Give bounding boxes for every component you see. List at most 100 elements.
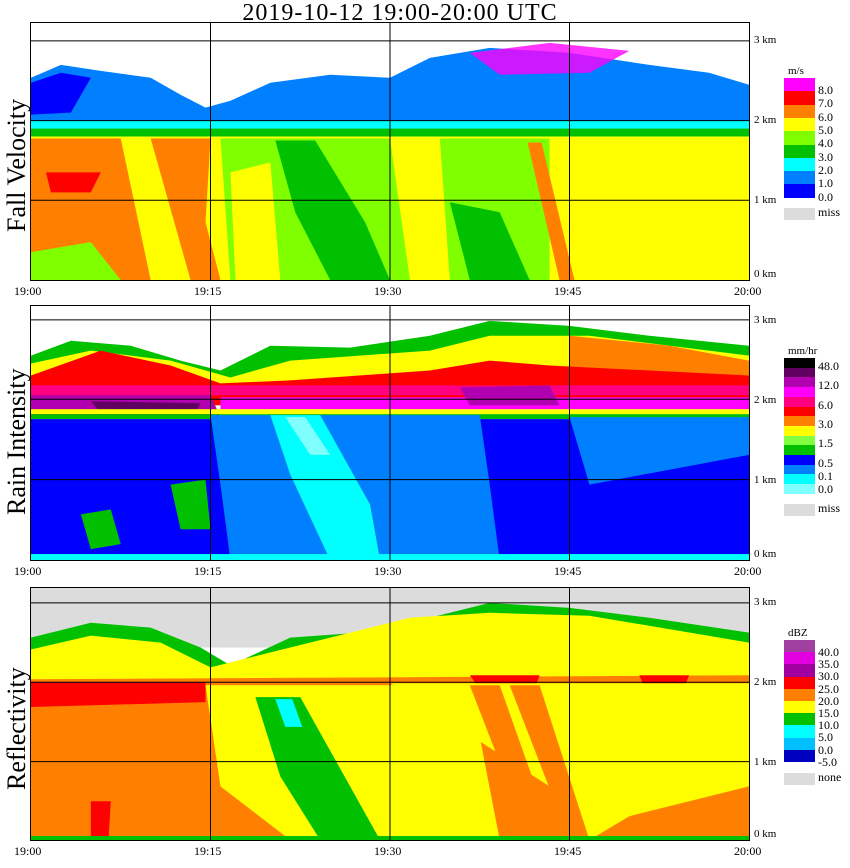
legend-swatch xyxy=(784,484,815,495)
y-tick-label: 0 km xyxy=(754,548,777,560)
legend-swatch xyxy=(784,78,815,92)
legend-label: 30.0 xyxy=(818,669,839,683)
fall-velocity-label: Fall Velocity xyxy=(2,98,31,232)
legend-missing-swatch xyxy=(784,773,815,785)
legend-swatch xyxy=(784,406,815,417)
x-tick-label: 19:30 xyxy=(374,284,402,298)
legend-swatch xyxy=(784,664,815,678)
y-tick-label: 1 km xyxy=(754,474,777,486)
legend-label: 5.0 xyxy=(818,730,833,744)
reflectivity-label: Reflectivity xyxy=(2,667,31,790)
x-tick-label: 19:00 xyxy=(14,564,42,578)
legend-swatch xyxy=(784,91,815,106)
legend-label: 1.5 xyxy=(818,436,833,450)
rain-intensity-label: Rain Intensity xyxy=(2,368,31,515)
reflectivity-field xyxy=(31,588,749,840)
x-tick-label: 19:15 xyxy=(194,564,222,578)
legend-label: 2.0 xyxy=(818,163,833,177)
legend-swatch xyxy=(784,652,815,665)
y-tick-label: 2 km xyxy=(754,394,777,406)
legend-swatch xyxy=(784,396,815,407)
legend-swatch xyxy=(784,737,815,751)
legend-swatch xyxy=(784,474,815,485)
fall-velocity-plot xyxy=(30,22,750,281)
x-tick-label: 19:45 xyxy=(554,564,582,578)
y-tick-label: 0 km xyxy=(754,828,777,840)
legend-swatch xyxy=(784,131,815,145)
rain-intensity-field xyxy=(31,306,749,560)
legend-swatch xyxy=(784,367,815,378)
x-tick-label: 19:45 xyxy=(554,284,582,298)
rain-intensity-plot xyxy=(30,305,750,561)
legend-label: 48.0 xyxy=(818,359,839,373)
legend-label: 5.0 xyxy=(818,123,833,137)
legend-label: 35.0 xyxy=(818,657,839,671)
legend-unit: m/s xyxy=(788,65,804,77)
legend-label: 0.0 xyxy=(818,743,833,757)
legend-label: 40.0 xyxy=(818,645,839,659)
x-tick-label: 19:15 xyxy=(194,284,222,298)
legend-swatch xyxy=(784,725,815,739)
y-tick-label: 1 km xyxy=(754,756,777,768)
y-tick-label: 2 km xyxy=(754,114,777,126)
legend-label: 1.0 xyxy=(818,176,833,190)
legend-unit: mm/hr xyxy=(788,345,818,357)
legend-swatch xyxy=(784,701,815,714)
fall-velocity-field xyxy=(31,23,749,280)
x-tick-label: 20:00 xyxy=(734,284,762,298)
x-tick-label: 19:30 xyxy=(374,844,402,858)
legend-label: 12.0 xyxy=(818,378,839,392)
reflectivity-plot xyxy=(30,587,750,841)
legend-label: 4.0 xyxy=(818,136,833,150)
legend-swatch xyxy=(784,416,815,427)
legend-swatch xyxy=(784,387,815,398)
y-tick-label: 3 km xyxy=(754,314,777,326)
legend-label: 0.1 xyxy=(818,469,833,483)
legend-swatch xyxy=(784,117,815,132)
figure-title: 2019-10-12 19:00-20:00 UTC xyxy=(242,0,558,26)
legend-swatch xyxy=(784,157,815,172)
legend-swatch xyxy=(784,435,815,446)
legend-label: 0.5 xyxy=(818,456,833,470)
legend-swatch xyxy=(784,184,815,199)
legend-missing-label: miss xyxy=(818,205,841,219)
legend-swatch xyxy=(784,358,815,369)
legend-label: -5.0 xyxy=(818,755,837,769)
legend-swatch xyxy=(784,640,815,653)
legend-label: 3.0 xyxy=(818,417,833,431)
legend-label: 10.0 xyxy=(818,718,839,732)
legend-label: 8.0 xyxy=(818,83,833,97)
legend-label: 7.0 xyxy=(818,96,833,110)
x-tick-label: 19:00 xyxy=(14,844,42,858)
x-tick-label: 19:45 xyxy=(554,844,582,858)
legend-label: 6.0 xyxy=(818,110,833,124)
legend-label: 25.0 xyxy=(818,682,839,696)
legend-swatch xyxy=(784,749,815,763)
x-tick-label: 19:30 xyxy=(374,564,402,578)
legend-swatch xyxy=(784,455,815,466)
legend-swatch xyxy=(784,425,815,437)
y-tick-label: 3 km xyxy=(754,34,777,46)
legend-label: 3.0 xyxy=(818,150,833,164)
legend-missing-label: none xyxy=(818,770,842,784)
legend-label: 6.0 xyxy=(818,398,833,412)
legend-label: 15.0 xyxy=(818,706,839,720)
legend-missing-swatch xyxy=(784,208,815,220)
legend-swatch xyxy=(784,445,815,456)
legend-missing-swatch xyxy=(784,503,815,516)
legend-label: 0.0 xyxy=(818,190,833,204)
legend-swatch xyxy=(784,464,815,475)
legend-label: 0.0 xyxy=(818,482,833,496)
x-tick-label: 20:00 xyxy=(734,564,762,578)
x-tick-label: 19:15 xyxy=(194,844,222,858)
y-tick-label: 1 km xyxy=(754,194,777,206)
y-tick-label: 2 km xyxy=(754,676,777,688)
legend-label: 20.0 xyxy=(818,694,839,708)
legend-swatch xyxy=(784,688,815,702)
x-tick-label: 19:00 xyxy=(14,284,42,298)
legend-swatch xyxy=(784,171,815,185)
y-tick-label: 3 km xyxy=(754,596,777,608)
legend-swatch xyxy=(784,104,815,119)
legend-swatch xyxy=(784,676,815,690)
